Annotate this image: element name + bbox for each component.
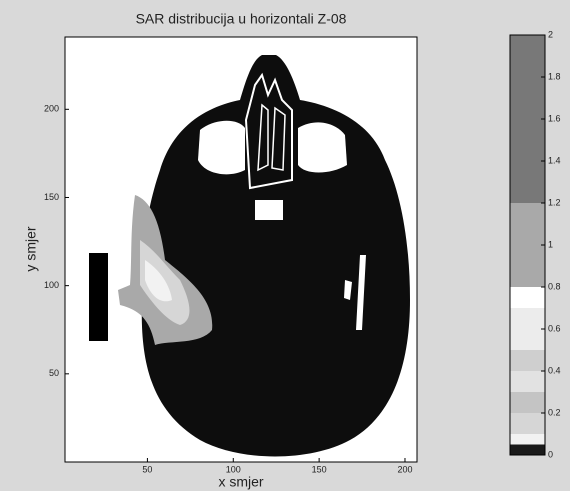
colorbar-band — [510, 413, 545, 434]
x-tick-label: 150 — [312, 464, 327, 474]
chart-title: SAR distribucija u horizontali Z-08 — [136, 11, 347, 27]
colorbar-band — [510, 444, 545, 455]
x-tick-label: 50 — [142, 464, 152, 474]
colorbar-tick-label: 1.4 — [548, 155, 561, 165]
x-tick-label: 200 — [397, 464, 412, 474]
colorbar-tick-label: 0.2 — [548, 407, 561, 417]
colorbar-tick-label: 0.6 — [548, 323, 561, 333]
colorbar-band — [510, 371, 545, 392]
colorbar-band — [510, 350, 545, 371]
head-image — [89, 55, 410, 457]
colorbar-tick-label: 0 — [548, 449, 553, 459]
y-tick-label: 100 — [44, 280, 59, 290]
y-axis-label: y smjer — [23, 226, 39, 271]
plot-frame — [64, 36, 418, 463]
colorbar-band — [510, 287, 545, 308]
colorbar-tick-label: 2 — [548, 29, 553, 39]
colorbar-band — [510, 203, 545, 287]
colorbar-tick-label: 1.2 — [548, 197, 561, 207]
colorbar-band — [510, 392, 545, 413]
y-tick-label: 50 — [49, 368, 59, 378]
colorbar-tick-label: 1.6 — [548, 113, 561, 123]
y-tick-label: 150 — [44, 192, 59, 202]
colorbar-band — [510, 35, 545, 203]
x-tick-label: 100 — [226, 464, 241, 474]
x-axis-label: x smjer — [218, 474, 263, 490]
colorbar-band — [510, 308, 545, 350]
colorbar-tick-label: 0.8 — [548, 281, 561, 291]
colorbar-tick-label: 0.4 — [548, 365, 561, 375]
colorbar-tick-label: 1.8 — [548, 71, 561, 81]
colorbar-tick-label: 1 — [548, 239, 553, 249]
colorbar-band — [510, 434, 545, 445]
y-tick-label: 200 — [44, 104, 59, 114]
